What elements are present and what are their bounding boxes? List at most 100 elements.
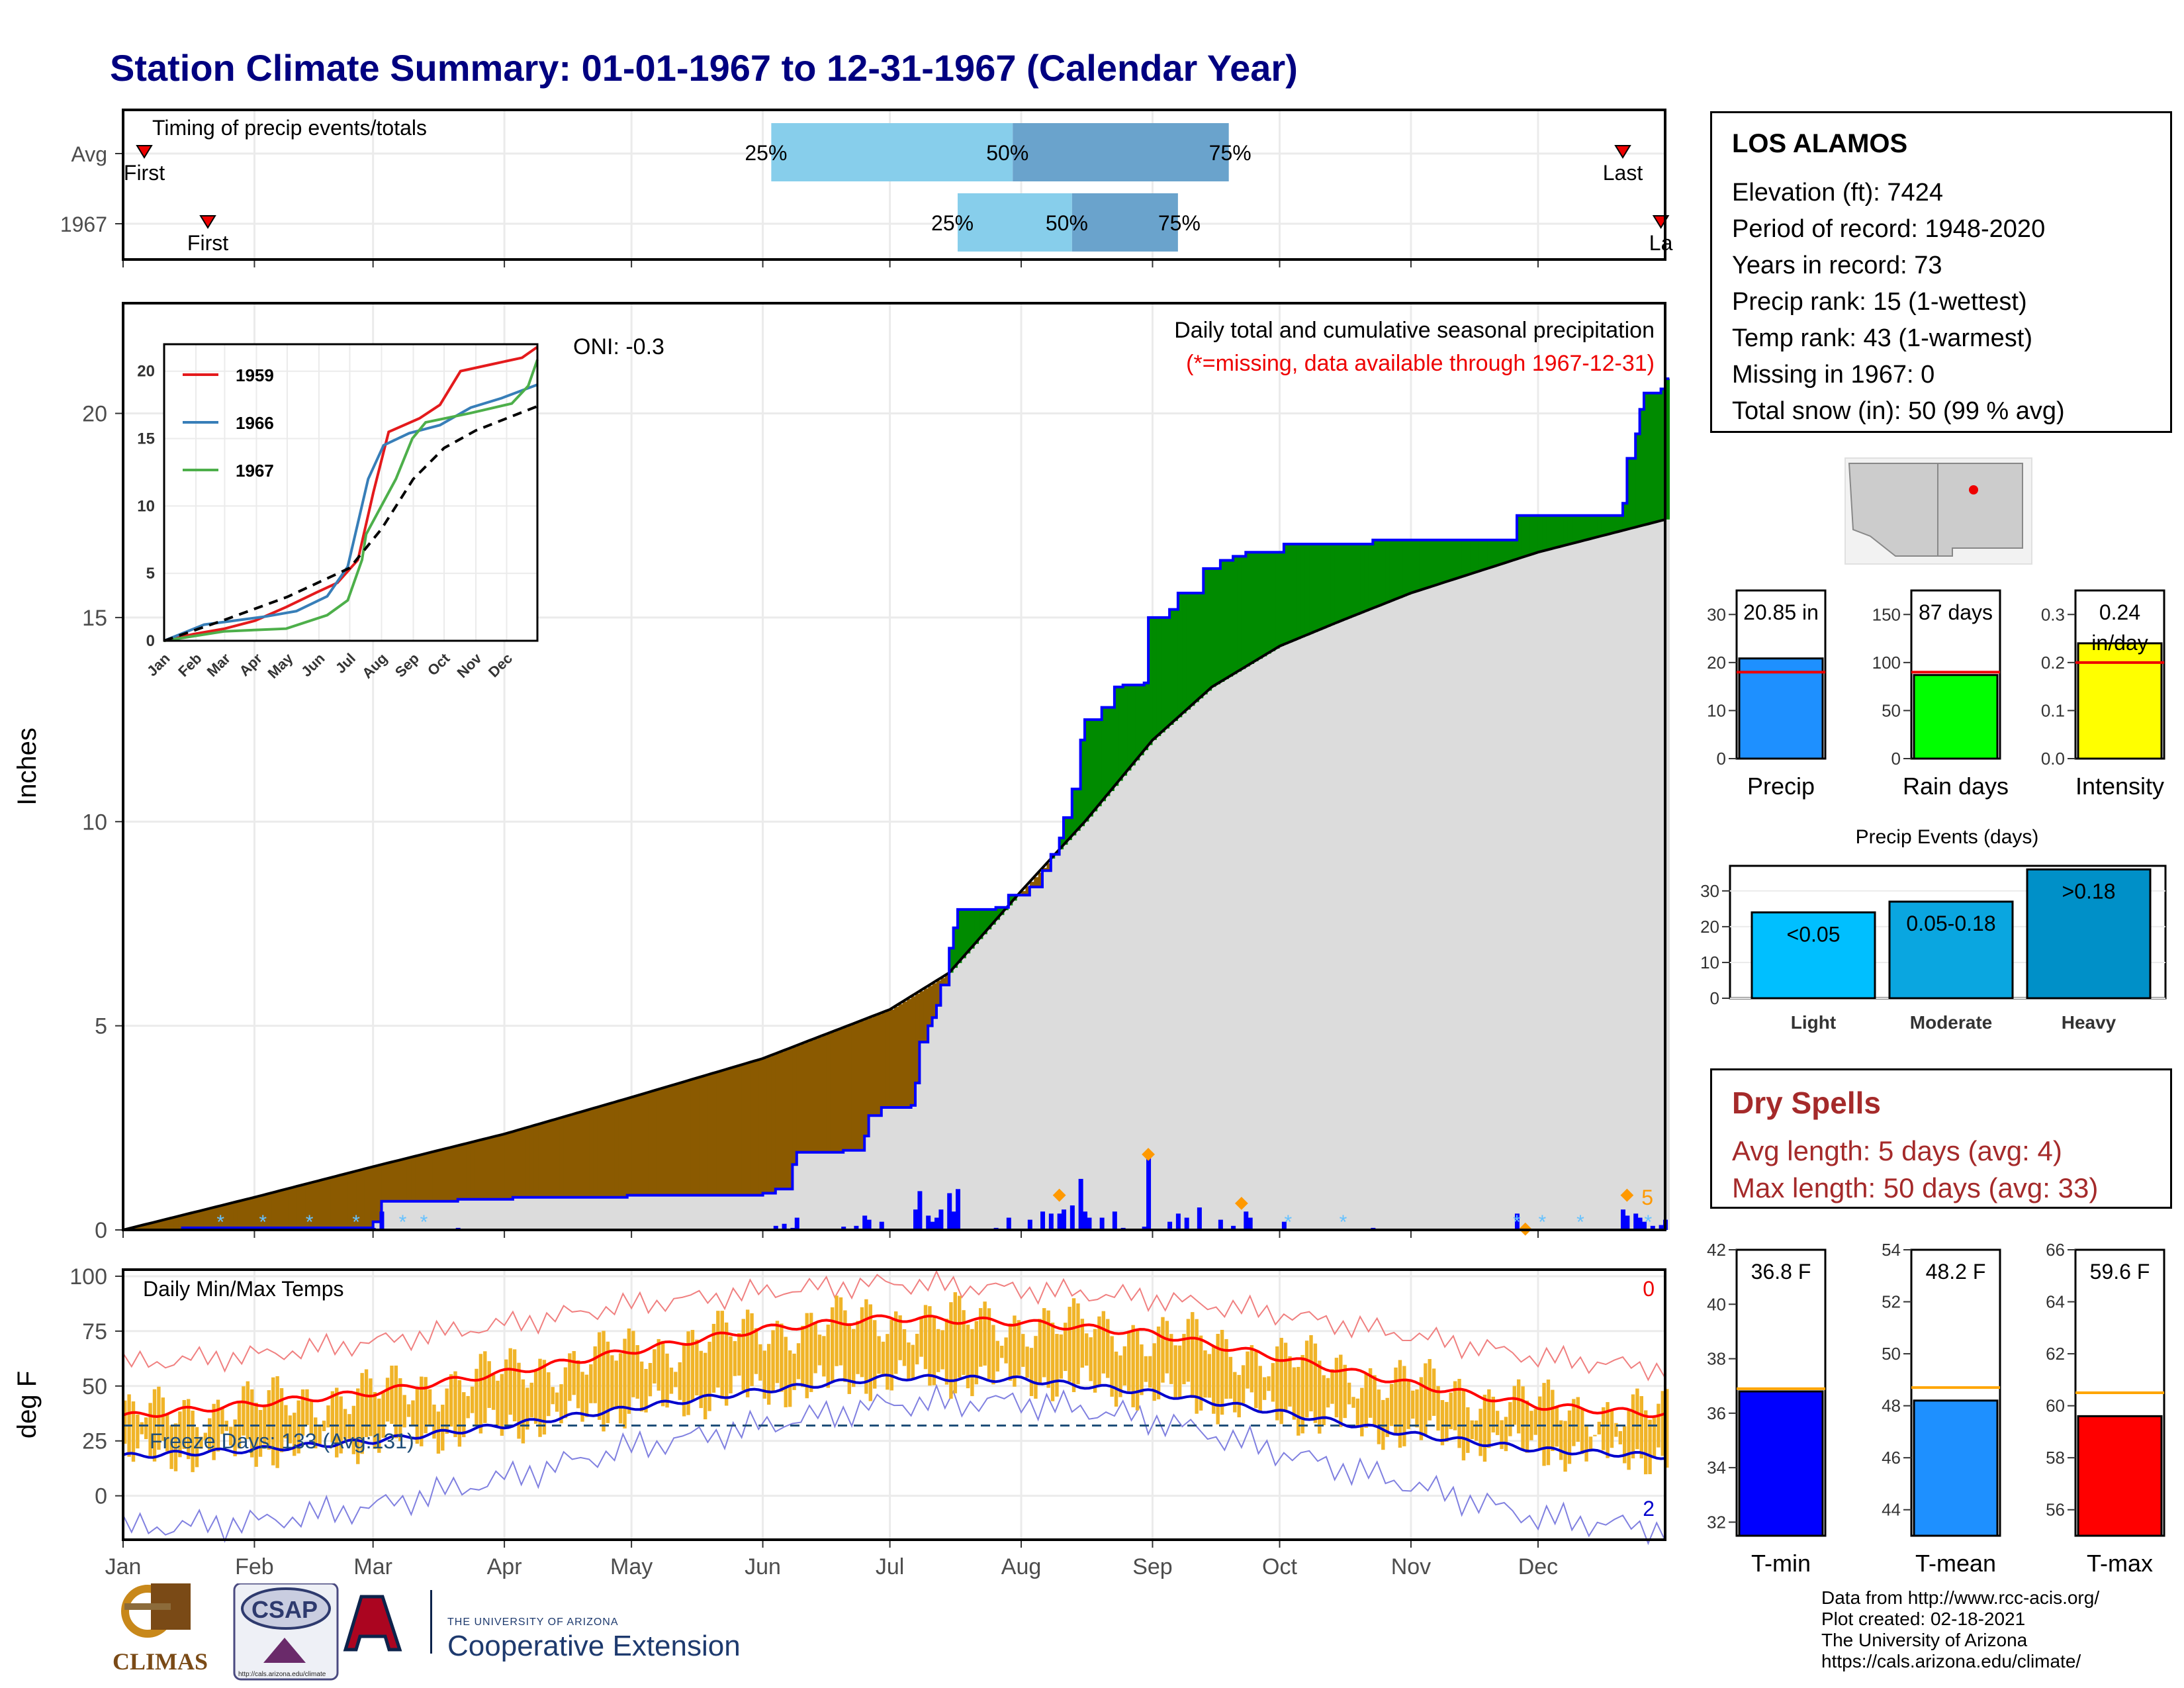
normal-fill bbox=[1097, 806, 1103, 1230]
surplus-fill bbox=[1334, 543, 1340, 624]
daily-temp-bar bbox=[1199, 1335, 1203, 1411]
normal-cumulative-line bbox=[122, 518, 1666, 1231]
daily-temp-bar bbox=[987, 1308, 991, 1380]
timing-row-label: Avg bbox=[71, 142, 107, 166]
normal-fill bbox=[991, 924, 997, 1230]
daily-temp-bar bbox=[216, 1399, 220, 1452]
normal-fill bbox=[547, 1197, 552, 1230]
precip-events-bar-label: 0.05-0.18 bbox=[1906, 912, 1995, 935]
deficit-fill bbox=[1025, 886, 1030, 896]
daily-temp-bar bbox=[639, 1361, 644, 1412]
normal-fill bbox=[1059, 849, 1064, 1230]
deficit-fill bbox=[453, 1147, 459, 1201]
normal-fill bbox=[1631, 528, 1636, 1231]
daily-temp-bar bbox=[911, 1344, 915, 1380]
deficit-fill bbox=[648, 1092, 653, 1196]
daily-temp-bar bbox=[606, 1341, 610, 1423]
daily-temp-bar bbox=[762, 1350, 766, 1399]
surplus-fill bbox=[1144, 682, 1149, 751]
normal-fill bbox=[780, 1189, 785, 1230]
surplus-fill bbox=[1271, 552, 1276, 651]
normal-fill bbox=[1013, 900, 1018, 1230]
daily-temp-bar bbox=[635, 1345, 639, 1399]
deficit-fill bbox=[568, 1115, 573, 1197]
deficit-fill bbox=[644, 1093, 649, 1196]
deficit-fill bbox=[660, 1088, 666, 1196]
surplus-fill bbox=[1195, 592, 1200, 702]
stat-y-tick-label: 100 bbox=[1872, 653, 1901, 673]
daily-precip-bar bbox=[1244, 1211, 1249, 1230]
daily-temp-bar bbox=[500, 1374, 504, 1436]
deficit-fill bbox=[356, 1171, 361, 1228]
surplus-fill bbox=[1080, 739, 1085, 827]
stat-y-tick-label: 20 bbox=[1707, 653, 1726, 673]
timing-q25-q50-bar bbox=[771, 123, 1013, 181]
surplus-fill bbox=[1482, 539, 1488, 570]
deficit-fill bbox=[915, 994, 921, 1083]
normal-fill bbox=[1118, 780, 1124, 1230]
daily-temp-bar bbox=[1479, 1409, 1482, 1456]
normal-fill bbox=[1042, 870, 1048, 1230]
surplus-fill bbox=[1076, 788, 1081, 831]
station-years: Years in record: 73 bbox=[1732, 252, 1942, 279]
daily-temp-bar bbox=[318, 1426, 322, 1446]
deficit-fill bbox=[754, 1060, 759, 1196]
precip-events-bar bbox=[2026, 868, 2152, 1000]
normal-fill bbox=[1643, 525, 1649, 1230]
dry-spells-heading: Dry Spells bbox=[1732, 1086, 1881, 1120]
daily-precip-bar bbox=[1078, 1178, 1083, 1230]
normal-fill bbox=[449, 1201, 454, 1230]
daily-precip-bar bbox=[862, 1215, 868, 1230]
daily-precip-bar bbox=[1184, 1217, 1189, 1230]
surplus-fill bbox=[1508, 539, 1514, 562]
daily-temp-bar bbox=[161, 1397, 165, 1441]
daily-temp-bar bbox=[1292, 1367, 1297, 1420]
deficit-fill bbox=[653, 1091, 658, 1196]
daily-temp-bar bbox=[1064, 1323, 1068, 1372]
stat-y-tick-label: 30 bbox=[1707, 604, 1726, 624]
daily-temp-bar bbox=[1572, 1399, 1576, 1446]
daily-temp-bar bbox=[1326, 1378, 1330, 1408]
deficit-fill bbox=[242, 1200, 247, 1228]
normal-fill bbox=[678, 1195, 683, 1230]
daily-temp-bar bbox=[1445, 1401, 1449, 1442]
normal-fill bbox=[1648, 524, 1653, 1230]
deficit-fill bbox=[351, 1172, 357, 1228]
daily-temp-bar bbox=[462, 1392, 466, 1438]
normal-fill bbox=[436, 1201, 441, 1230]
daily-temp-bar bbox=[542, 1360, 547, 1435]
normal-fill bbox=[1334, 623, 1340, 1230]
precip-events-category-label: Heavy bbox=[2062, 1012, 2116, 1033]
daily-temp-bar bbox=[1297, 1366, 1300, 1436]
daily-temp-bar bbox=[660, 1340, 665, 1407]
normal-fill bbox=[911, 1105, 916, 1230]
daily-temp-bar bbox=[974, 1321, 979, 1385]
observed-cumulative-line bbox=[123, 377, 1670, 1231]
normal-fill bbox=[639, 1195, 645, 1230]
station-period: Period of record: 1948-2020 bbox=[1732, 215, 2046, 243]
normal-fill bbox=[822, 1152, 827, 1230]
deficit-fill bbox=[868, 1017, 874, 1116]
normal-fill bbox=[1491, 567, 1496, 1230]
daily-temp-bar bbox=[851, 1329, 856, 1387]
daily-temp-bar bbox=[958, 1295, 962, 1378]
month-tick-label: Jul bbox=[876, 1554, 904, 1579]
normal-fill bbox=[1220, 682, 1225, 1230]
daily-temp-bar bbox=[665, 1353, 669, 1408]
normal-fill bbox=[606, 1197, 611, 1230]
deficit-fill bbox=[364, 1168, 369, 1228]
normal-fill bbox=[420, 1201, 425, 1230]
normal-fill bbox=[1665, 519, 1670, 1230]
surplus-fill bbox=[1529, 515, 1535, 555]
snow-marker: * bbox=[1513, 1211, 1521, 1233]
surplus-fill bbox=[995, 907, 1001, 920]
deficit-fill bbox=[254, 1197, 259, 1228]
data-source-footer: Data from http://www.rcc-acis.org/ Plot … bbox=[1821, 1587, 2099, 1672]
normal-fill bbox=[741, 1195, 747, 1230]
normal-fill bbox=[1406, 594, 1412, 1230]
surplus-fill bbox=[1008, 895, 1013, 906]
daily-temp-bar bbox=[1622, 1426, 1627, 1464]
surplus-fill bbox=[970, 909, 976, 949]
daily-temp-bar bbox=[915, 1333, 919, 1365]
stat-y-tick-label: 46 bbox=[1882, 1448, 1901, 1468]
